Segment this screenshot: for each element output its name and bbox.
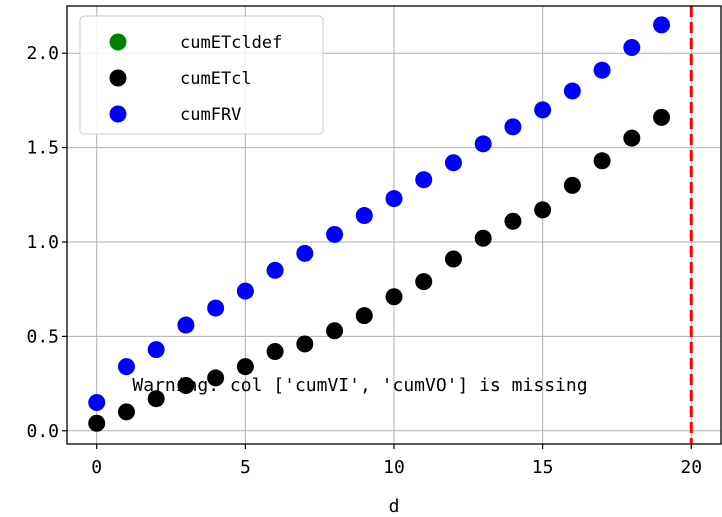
x-axis-label: d [389,496,400,517]
data-point-cumETcl [296,335,314,353]
data-point-cumETcl [444,250,462,268]
x-tick-label: 20 [680,457,702,478]
data-point-cumETcl [563,176,581,194]
data-point-cumETcl [415,273,433,291]
warning-annotation: Warning: col ['cumVI', 'cumVO'] is missi… [132,375,587,396]
y-tick-label: 2.0 [26,43,59,64]
data-point-cumETcl [355,307,373,325]
data-point-cumETcl [177,376,195,394]
legend-label-cumETcl: cumETcl [180,69,252,89]
data-point-cumFRV [355,207,373,225]
data-point-cumFRV [623,39,641,57]
data-point-cumETcl [266,342,284,360]
data-point-cumETcl [207,369,225,387]
data-point-cumETcl [88,414,106,432]
y-tick-label: 1.5 [26,138,59,159]
data-point-cumFRV [326,225,344,243]
data-point-cumFRV [236,282,254,300]
y-tick-label: 0.0 [26,421,59,442]
data-point-cumFRV [474,135,492,153]
data-point-cumFRV [504,118,522,136]
data-point-cumETcl [236,358,254,376]
y-tick-label: 1.0 [26,232,59,253]
legend-marker-cumETcl [109,69,127,87]
x-tick-label: 15 [532,457,554,478]
data-point-cumFRV [444,154,462,172]
data-point-cumFRV [593,61,611,79]
legend-label-cumETcldef: cumETcldef [180,33,282,53]
x-axis-ticks: 0 5 10 15 20 [91,444,702,478]
data-point-cumETcl [504,212,522,230]
x-tick-label: 10 [383,457,405,478]
data-point-cumFRV [88,393,106,411]
data-point-cumETcl [326,322,344,340]
data-point-cumFRV [117,358,135,376]
data-point-cumETcl [623,129,641,147]
legend-box [79,15,324,135]
data-point-cumETcl [117,403,135,421]
x-tick-label: 0 [91,457,102,478]
data-point-cumETcl [534,201,552,219]
data-point-cumFRV [563,82,581,100]
data-point-cumFRV [296,244,314,262]
data-point-cumFRV [415,171,433,189]
data-points [88,16,671,432]
data-point-cumFRV [534,101,552,119]
data-point-cumFRV [147,341,165,359]
legend-marker-cumETcldef [109,33,127,51]
y-axis-ticks: 0.0 0.5 1.0 1.5 2.0 [26,43,67,442]
data-point-cumETcl [385,288,403,306]
data-point-cumFRV [177,316,195,334]
legend: cumETcldef cumETcl cumFRV [79,15,324,135]
data-point-cumFRV [653,16,671,34]
x-tick-label: 5 [240,457,251,478]
data-point-cumETcl [653,108,671,126]
legend-label-cumFRV: cumFRV [180,105,241,125]
data-point-cumFRV [207,299,225,317]
data-point-cumETcl [474,229,492,247]
data-point-cumFRV [266,261,284,279]
data-point-cumETcl [147,390,165,408]
legend-marker-cumFRV [109,105,127,123]
y-tick-label: 0.5 [26,326,59,347]
grid [67,6,721,444]
data-point-cumETcl [593,152,611,170]
data-point-cumFRV [385,190,403,208]
